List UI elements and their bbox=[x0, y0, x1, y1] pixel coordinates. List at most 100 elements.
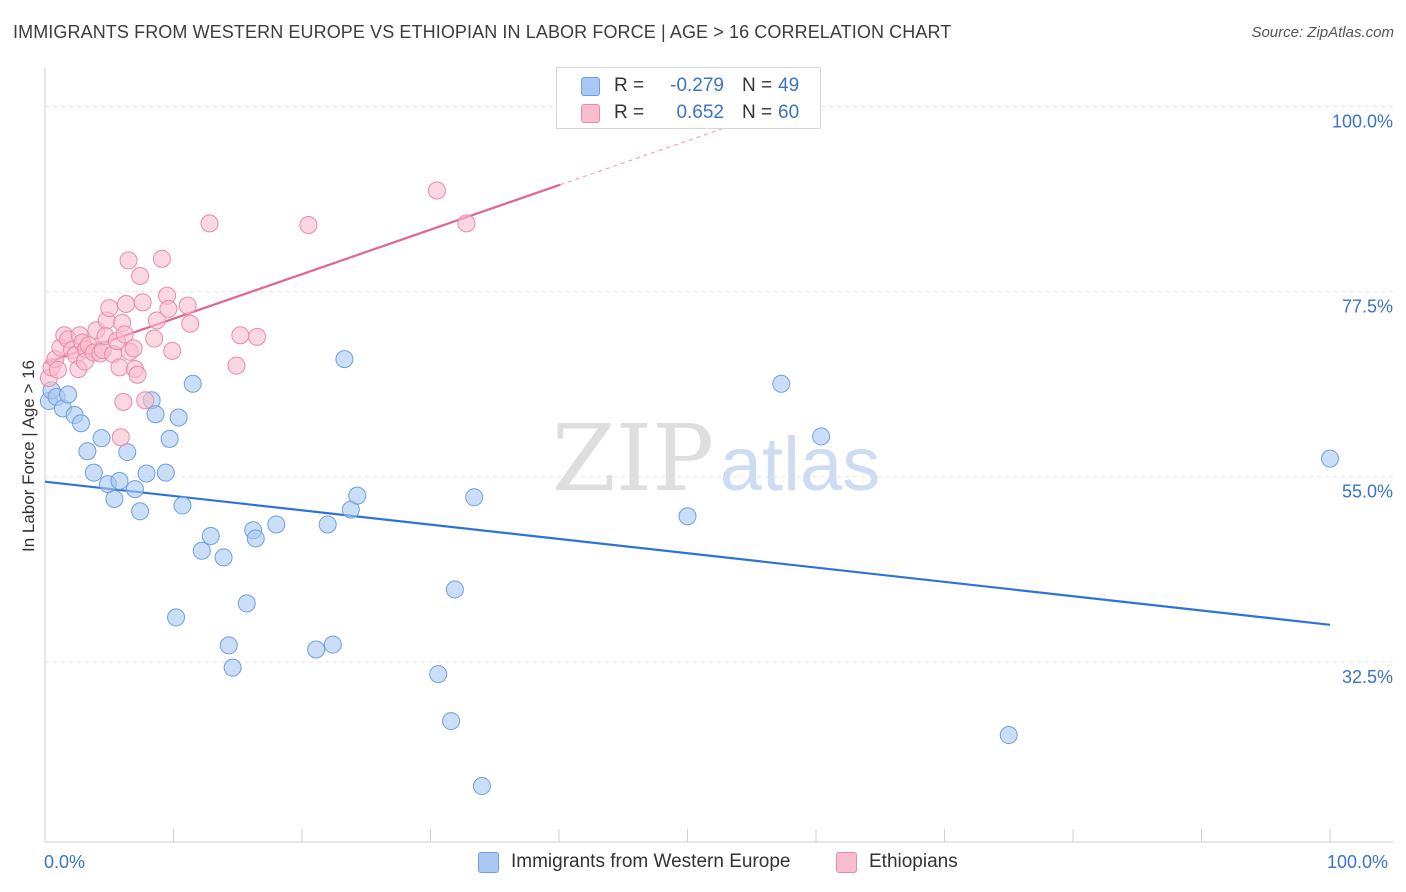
point-western-europe bbox=[246, 529, 265, 548]
point-western-europe bbox=[318, 515, 337, 534]
point-western-europe bbox=[812, 427, 831, 446]
point-western-europe bbox=[167, 608, 186, 627]
point-western-europe bbox=[183, 374, 202, 393]
point-western-europe bbox=[465, 488, 484, 507]
legend-item-label: Ethiopians bbox=[869, 851, 958, 872]
point-western-europe bbox=[1321, 449, 1339, 468]
point-ethiopians bbox=[227, 356, 246, 375]
point-western-europe bbox=[71, 414, 90, 433]
point-ethiopians bbox=[159, 299, 178, 318]
stats-legend: R = -0.279 N = 49 R = 0.652 N = 60 bbox=[556, 67, 821, 129]
point-western-europe bbox=[472, 777, 491, 796]
trend-line-extension-ethiopians bbox=[560, 122, 740, 186]
series-legend: Immigrants from Western Europe Ethiopian… bbox=[0, 851, 1406, 879]
point-western-europe bbox=[772, 374, 791, 393]
legend-item-label: Immigrants from Western Europe bbox=[511, 851, 791, 872]
trend-line-western-europe bbox=[44, 480, 1331, 626]
point-western-europe bbox=[146, 405, 165, 424]
point-ethiopians bbox=[248, 327, 267, 346]
legend-r-label: R = bbox=[614, 75, 645, 96]
point-western-europe bbox=[173, 496, 192, 515]
point-western-europe bbox=[323, 635, 342, 654]
source-credit: Source: ZipAtlas.com bbox=[1251, 24, 1394, 41]
legend-swatch-blue bbox=[478, 851, 499, 873]
point-ethiopians bbox=[114, 392, 133, 411]
point-western-europe bbox=[237, 594, 256, 613]
point-ethiopians bbox=[131, 267, 150, 286]
point-ethiopians bbox=[111, 428, 130, 447]
point-western-europe bbox=[105, 489, 124, 508]
point-ethiopians bbox=[115, 325, 134, 344]
point-western-europe bbox=[429, 665, 448, 684]
legend-r-value: -0.279 bbox=[670, 75, 724, 96]
point-western-europe bbox=[223, 658, 242, 677]
legend-row-ethiopians: R = 0.652 N = 60 bbox=[581, 100, 799, 126]
chart-title: IMMIGRANTS FROM WESTERN EUROPE VS ETHIOP… bbox=[13, 22, 952, 42]
point-western-europe bbox=[92, 429, 111, 448]
point-western-europe bbox=[442, 712, 461, 731]
watermark-atlas: atlas bbox=[720, 422, 881, 507]
legend-r-label: R = bbox=[614, 102, 645, 123]
watermark-zip: ZIP bbox=[552, 405, 714, 512]
legend-item-western-europe[interactable]: Immigrants from Western Europe bbox=[478, 851, 790, 873]
point-western-europe bbox=[335, 350, 354, 369]
point-ethiopians bbox=[231, 326, 250, 345]
legend-r-value: 0.652 bbox=[676, 102, 724, 123]
point-western-europe bbox=[219, 636, 238, 655]
point-ethiopians bbox=[178, 296, 197, 315]
y-tick-label: 32.5% bbox=[1342, 667, 1393, 687]
point-western-europe bbox=[999, 726, 1018, 745]
point-ethiopians bbox=[163, 341, 182, 360]
point-ethiopians bbox=[200, 214, 219, 233]
legend-n-label: N = bbox=[742, 75, 773, 96]
point-western-europe bbox=[84, 463, 103, 482]
watermark: ZIP atlas bbox=[552, 405, 880, 512]
point-ethiopians bbox=[181, 314, 200, 333]
data-points bbox=[39, 181, 1339, 796]
point-western-europe bbox=[160, 429, 179, 448]
point-ethiopians bbox=[427, 181, 446, 200]
point-ethiopians bbox=[128, 365, 147, 384]
x-tick-left: 0.0% bbox=[44, 852, 86, 872]
legend-swatch-blue bbox=[581, 76, 600, 96]
y-tick-label: 77.5% bbox=[1342, 297, 1393, 317]
point-western-europe bbox=[192, 541, 211, 560]
point-western-europe bbox=[348, 486, 367, 505]
point-western-europe bbox=[156, 463, 175, 482]
point-ethiopians bbox=[145, 329, 164, 348]
point-western-europe bbox=[267, 515, 286, 534]
legend-n-label: N = bbox=[742, 102, 773, 123]
legend-n-value: 49 bbox=[778, 75, 800, 96]
point-ethiopians bbox=[48, 360, 67, 379]
point-ethiopians bbox=[299, 216, 318, 235]
point-western-europe bbox=[118, 443, 137, 462]
point-ethiopians bbox=[119, 251, 138, 270]
point-western-europe bbox=[110, 471, 129, 490]
point-ethiopians bbox=[457, 214, 476, 233]
point-ethiopians bbox=[152, 249, 171, 268]
point-western-europe bbox=[445, 580, 464, 599]
y-tick-label: 100.0% bbox=[1332, 112, 1393, 132]
point-western-europe bbox=[678, 507, 697, 526]
point-western-europe bbox=[131, 502, 150, 521]
point-ethiopians bbox=[116, 294, 135, 313]
point-western-europe bbox=[169, 408, 188, 427]
legend-item-ethiopians[interactable]: Ethiopians bbox=[836, 851, 958, 873]
point-ethiopians bbox=[147, 311, 166, 330]
point-western-europe bbox=[59, 385, 78, 404]
legend-swatch-pink bbox=[581, 103, 600, 123]
legend-swatch-pink bbox=[836, 851, 857, 873]
legend-n-value: 60 bbox=[778, 102, 800, 123]
point-ethiopians bbox=[136, 391, 155, 410]
point-ethiopians bbox=[133, 293, 152, 312]
legend-row-western-europe: R = -0.279 N = 49 bbox=[581, 73, 799, 99]
point-western-europe bbox=[214, 548, 233, 567]
point-western-europe bbox=[78, 442, 97, 461]
y-tick-label: 55.0% bbox=[1342, 482, 1393, 502]
point-ethiopians bbox=[124, 339, 143, 358]
point-western-europe bbox=[137, 464, 156, 483]
x-tick-right: 100.0% bbox=[1327, 852, 1389, 872]
grid-lines bbox=[45, 106, 1393, 663]
point-western-europe bbox=[125, 480, 144, 499]
